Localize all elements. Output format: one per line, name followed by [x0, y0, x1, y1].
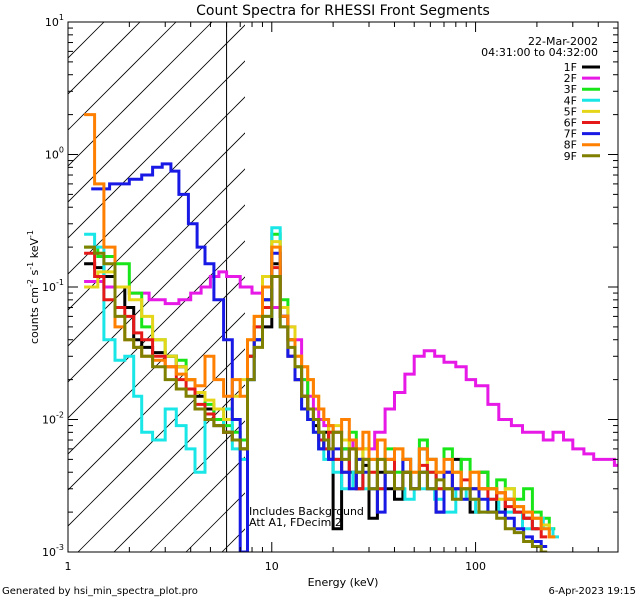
x-tick-label: 100: [465, 560, 486, 573]
hatch-line: [113, 420, 245, 552]
hatch-line: [68, 22, 177, 131]
y-tick-label: 100: [45, 146, 64, 162]
legend-label-2f: 2F: [564, 72, 577, 85]
series-9f: [84, 245, 548, 552]
y-axis-label: counts cm-2 s-1 keV-1: [26, 230, 41, 344]
series-7f: [91, 162, 548, 552]
chart-title: Count Spectra for RHESSI Front Segments: [196, 3, 490, 19]
legend-label-1f: 1F: [564, 61, 577, 74]
hatch-line: [149, 456, 245, 552]
x-axis-label: Energy (keV): [308, 576, 379, 589]
legend-label-7f: 7F: [564, 128, 577, 141]
x-tick-label: 1: [65, 560, 72, 573]
hatch-line: [68, 312, 245, 491]
hatch-line: [68, 276, 245, 455]
legend-label-9f: 9F: [564, 150, 577, 163]
annotation-background: Includes Background: [249, 505, 364, 518]
hatch-line: [68, 96, 245, 275]
series-8f: [84, 113, 556, 539]
date-label: 22-Mar-2002: [528, 35, 598, 48]
legend-label-5f: 5F: [564, 105, 577, 118]
generator-footer: Generated by hsi_min_spectra_plot.pro: [2, 586, 198, 597]
hatch-line: [68, 348, 245, 527]
legend-label-3f: 3F: [564, 83, 577, 96]
timestamp-footer: 6-Apr-2023 19:15: [549, 586, 636, 597]
y-tick-label: 10-2: [42, 411, 64, 427]
hatch-line: [68, 22, 213, 167]
hatch-line: [77, 384, 245, 552]
series-3f: [84, 232, 556, 531]
legend-label-8f: 8F: [564, 139, 577, 152]
hatch-line: [68, 240, 245, 419]
x-tick-label: 10: [265, 560, 279, 573]
y-tick-label: 101: [45, 13, 64, 29]
time-range-label: 04:31:00 to 04:32:00: [481, 46, 598, 59]
legend-label-6f: 6F: [564, 117, 577, 130]
y-tick-label: 10-1: [42, 278, 64, 294]
hatch-line: [68, 204, 245, 383]
y-tick-label: 10-3: [42, 543, 64, 559]
legend-label-4f: 4F: [564, 94, 577, 107]
hatch-line: [68, 60, 245, 239]
hatch-line: [68, 24, 245, 203]
annotation-attenuator: Att A1, FDecim 2: [249, 516, 342, 529]
series-5f: [84, 240, 556, 539]
